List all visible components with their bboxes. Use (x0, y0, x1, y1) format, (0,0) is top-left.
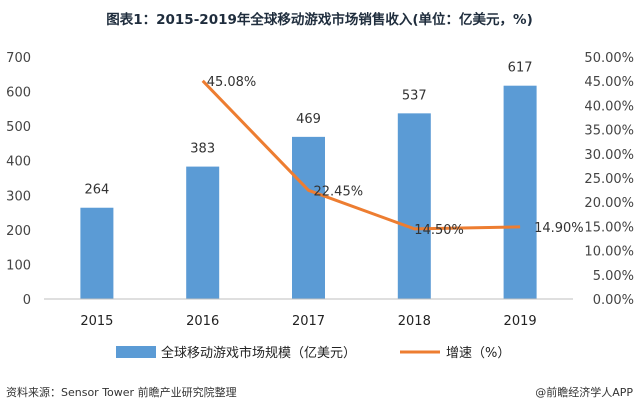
y-left-tick-label: 100 (6, 258, 31, 273)
x-tick-label: 2015 (80, 314, 113, 329)
y-right-tick-label: 0.00% (593, 293, 634, 308)
y-right-tick-label: 5.00% (593, 269, 634, 284)
bar-2018 (397, 113, 431, 299)
growth-value-label: 45.08% (207, 75, 257, 90)
y-right-tick-label: 15.00% (584, 220, 634, 235)
legend-bar-label: 全球移动游戏市场规模（亿美元） (161, 345, 356, 361)
bar-2019 (503, 85, 537, 300)
bar-value-label: 617 (508, 61, 533, 76)
y-right-tick-label: 40.00% (584, 99, 634, 114)
x-tick-label: 2017 (292, 314, 325, 329)
brand-watermark: @前瞻经济学人APP (535, 386, 633, 399)
source-note: 资料来源：Sensor Tower 前瞻产业研究院整理 (6, 386, 237, 399)
chart-title: 图表1：2015-2019年全球移动游戏市场销售收入(单位：亿美元，%) (106, 12, 533, 28)
y-left-tick-label: 200 (6, 224, 31, 239)
bar-value-label: 264 (84, 183, 109, 198)
y-left-tick-label: 700 (6, 51, 31, 66)
y-right-tick-label: 30.00% (584, 148, 634, 163)
y-left-tick-label: 400 (6, 155, 31, 170)
y-right-tick-label: 25.00% (584, 172, 634, 187)
y-right-tick-label: 45.00% (584, 75, 634, 90)
bar-value-label: 383 (190, 142, 215, 157)
y-left-tick-label: 0 (23, 293, 31, 308)
y-right-tick-label: 50.00% (584, 51, 634, 66)
x-tick-label: 2019 (504, 314, 537, 329)
x-tick-label: 2016 (186, 314, 219, 329)
bar-2016 (186, 166, 220, 299)
y-left-tick-label: 600 (6, 86, 31, 101)
y-left-tick-label: 500 (6, 120, 31, 135)
bar-value-label: 469 (296, 112, 321, 127)
growth-value-label: 14.90% (534, 221, 584, 236)
bar-2015 (80, 207, 114, 299)
legend-line-label: 增速（%） (446, 346, 510, 361)
y-left-tick-label: 300 (6, 189, 31, 204)
bar-value-label: 537 (402, 88, 427, 103)
growth-value-label: 14.50% (414, 223, 464, 238)
y-right-tick-label: 10.00% (584, 245, 634, 260)
y-right-tick-label: 35.00% (584, 124, 634, 139)
y-right-tick-label: 20.00% (584, 196, 634, 211)
bar-2017 (292, 136, 325, 299)
legend-bar-swatch (116, 346, 156, 358)
growth-line (201, 79, 521, 231)
x-tick-label: 2018 (398, 314, 431, 329)
growth-value-label: 22.45% (314, 184, 364, 199)
